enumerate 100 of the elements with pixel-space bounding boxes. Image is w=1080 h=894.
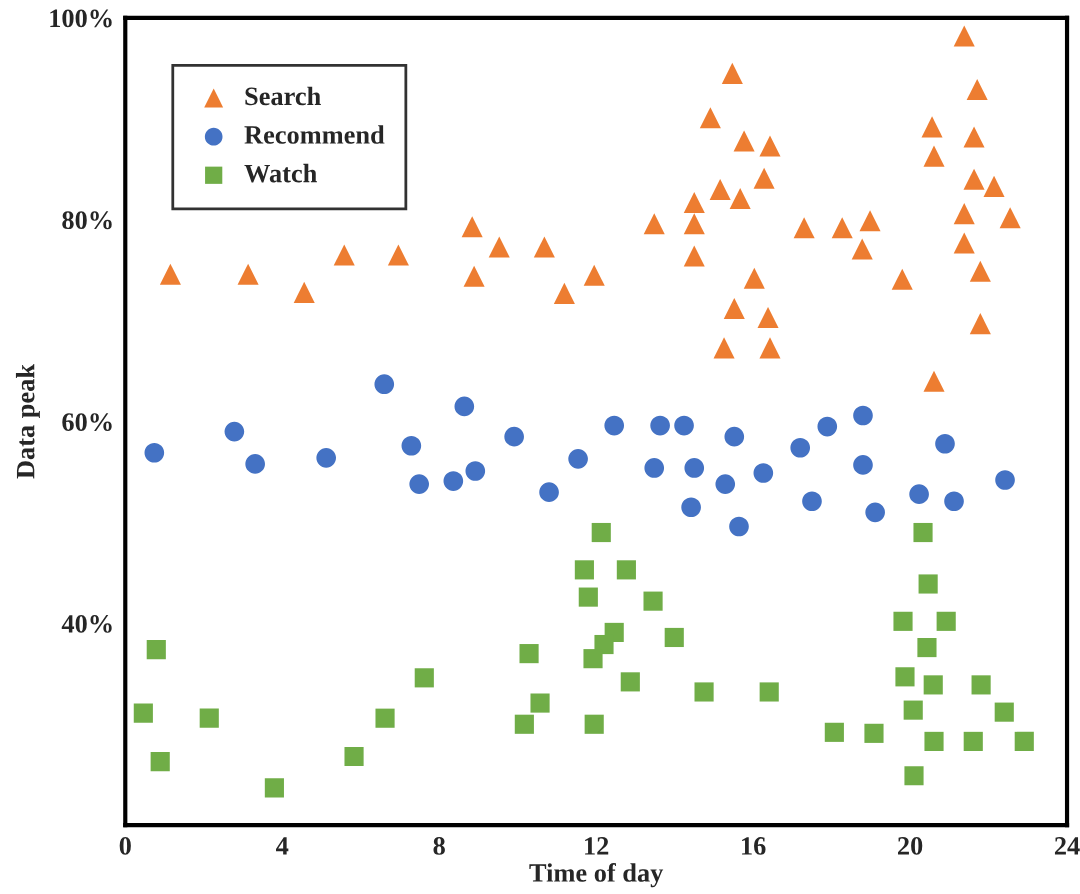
point	[713, 337, 735, 359]
point	[644, 458, 665, 478]
point	[199, 708, 219, 728]
y-axis-title: Data peak	[15, 364, 40, 479]
point	[936, 611, 956, 631]
point	[159, 263, 181, 285]
point	[721, 62, 743, 84]
x-tick-label: 16	[742, 837, 766, 855]
point	[583, 649, 603, 669]
point	[790, 437, 811, 458]
point	[966, 78, 988, 101]
point	[851, 238, 873, 260]
point	[488, 236, 510, 258]
point	[831, 217, 853, 239]
point	[374, 374, 395, 395]
point	[664, 627, 684, 648]
point	[519, 644, 539, 664]
point	[923, 370, 945, 392]
point	[514, 714, 534, 734]
point	[375, 708, 395, 728]
point	[971, 675, 991, 695]
x-tick-label: 12	[585, 837, 609, 855]
point	[401, 435, 422, 456]
point	[802, 491, 822, 512]
point	[150, 752, 170, 772]
y-tick-label: 40%	[61, 614, 112, 633]
point	[895, 667, 915, 687]
x-tick-label: 4	[276, 837, 289, 855]
point	[643, 591, 663, 611]
point	[953, 203, 975, 225]
point	[953, 25, 975, 47]
point	[237, 263, 259, 285]
point	[969, 260, 991, 282]
point	[865, 502, 885, 523]
point	[583, 264, 605, 286]
point	[891, 268, 913, 290]
point	[999, 207, 1021, 229]
point	[604, 415, 625, 436]
point	[759, 135, 781, 157]
legend-label: Recommend	[244, 125, 385, 144]
point	[733, 130, 755, 152]
point	[414, 668, 434, 688]
point	[578, 587, 598, 607]
x-tick-label: 24	[1054, 837, 1080, 855]
point	[683, 213, 705, 235]
x-tick-label: 8	[433, 837, 445, 855]
point	[853, 455, 873, 475]
point	[715, 474, 736, 494]
point	[443, 471, 464, 491]
point	[983, 175, 1005, 197]
point	[935, 433, 955, 454]
point	[757, 307, 779, 329]
point	[729, 516, 749, 537]
point	[917, 637, 937, 658]
point	[859, 210, 881, 232]
point	[574, 560, 594, 580]
point	[923, 675, 943, 695]
point	[316, 448, 337, 468]
point	[504, 426, 524, 447]
point	[904, 766, 924, 786]
point	[924, 731, 944, 751]
point	[817, 416, 838, 437]
point	[650, 415, 670, 436]
point	[591, 522, 611, 543]
point	[864, 723, 884, 743]
point	[224, 421, 245, 442]
point	[620, 672, 640, 692]
point	[824, 722, 844, 742]
point	[913, 522, 933, 543]
point	[643, 213, 665, 235]
point	[684, 458, 705, 478]
point	[923, 145, 945, 167]
point	[539, 482, 559, 502]
point	[144, 442, 165, 463]
y-tick-label: 100%	[50, 9, 112, 28]
point	[909, 484, 929, 504]
point	[530, 693, 550, 713]
point	[903, 700, 923, 720]
point	[759, 337, 781, 359]
point	[753, 167, 775, 189]
x-tick-label: 0	[119, 837, 131, 855]
legend-label: Watch	[244, 163, 317, 183]
point	[723, 297, 745, 320]
point	[963, 126, 985, 148]
point	[333, 244, 355, 266]
point	[1014, 731, 1034, 751]
x-tick-label: 20	[897, 837, 923, 855]
point	[743, 267, 765, 289]
point	[245, 454, 265, 474]
point	[921, 116, 943, 138]
point	[995, 470, 1015, 490]
point	[963, 168, 985, 190]
point	[533, 236, 555, 258]
point	[683, 245, 705, 267]
legend-label: Search	[245, 86, 321, 106]
point	[994, 702, 1014, 722]
point	[454, 396, 475, 417]
point	[729, 187, 751, 210]
x-axis-title: Time of day	[529, 862, 664, 888]
point	[709, 178, 731, 200]
